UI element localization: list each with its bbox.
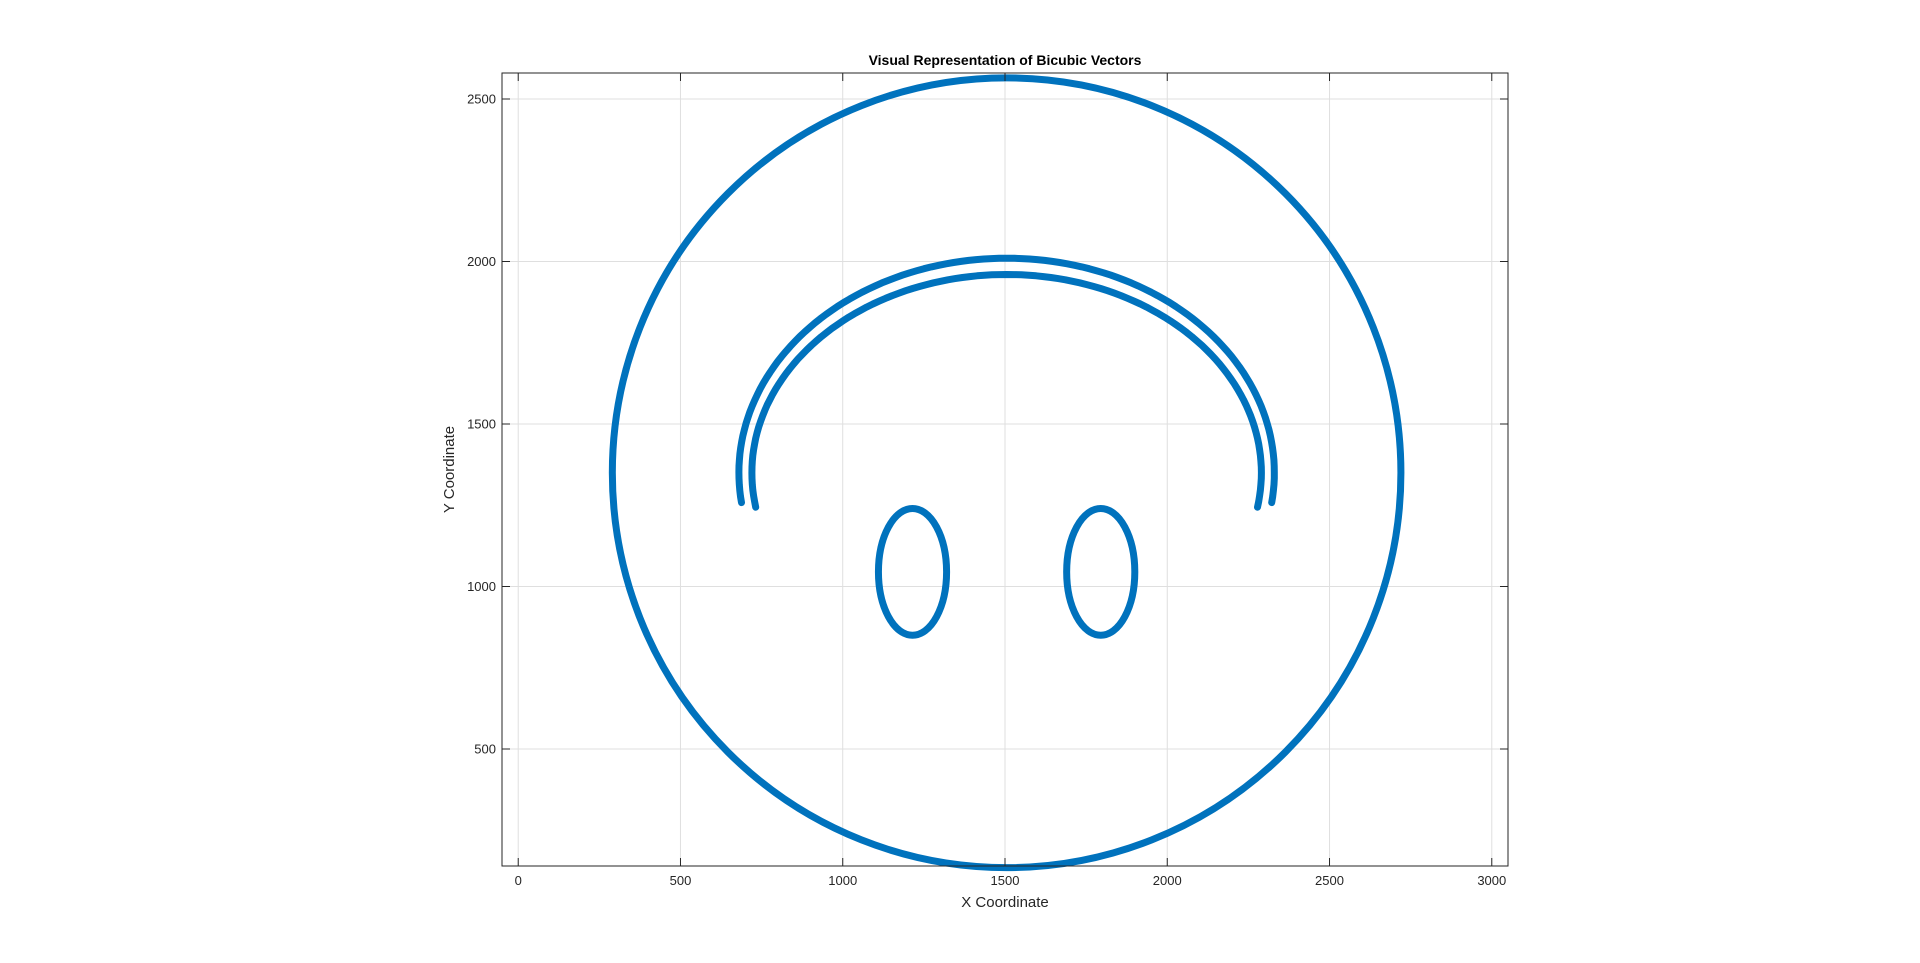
series — [608, 74, 1405, 872]
x-tick-label: 2500 — [1315, 873, 1344, 888]
right-eye — [1063, 505, 1139, 639]
y-axis-label: Y Coordinate — [441, 426, 458, 513]
x-tick-label: 1000 — [828, 873, 857, 888]
mouth-outer — [735, 254, 1278, 507]
x-tick-label: 3000 — [1477, 873, 1506, 888]
y-tick-label: 1000 — [467, 579, 496, 594]
mouth-inner — [748, 271, 1265, 511]
ticks: 0 500 1000 1500 2000 2500 3000 500 1000 1500 2000 2… — [467, 73, 1508, 888]
y-tick-label: 1500 — [467, 417, 496, 432]
x-tick-label: 0 — [515, 873, 522, 888]
y-tick-label: 2000 — [467, 254, 496, 269]
left-eye — [874, 505, 951, 639]
x-tick-label: 1500 — [991, 873, 1020, 888]
y-tick-label: 500 — [474, 742, 496, 757]
x-tick-label: 500 — [670, 873, 692, 888]
x-tick-label: 2000 — [1153, 873, 1182, 888]
plot-area: 0 500 1000 1500 2000 2500 3000 500 1000 1500 2000 2… — [467, 72, 1509, 888]
face-outline — [608, 74, 1405, 872]
y-tick-label: 2500 — [467, 92, 496, 107]
chart-title: Visual Representation of Bicubic Vectors — [869, 52, 1142, 68]
x-axis-label: X Coordinate — [961, 894, 1049, 911]
